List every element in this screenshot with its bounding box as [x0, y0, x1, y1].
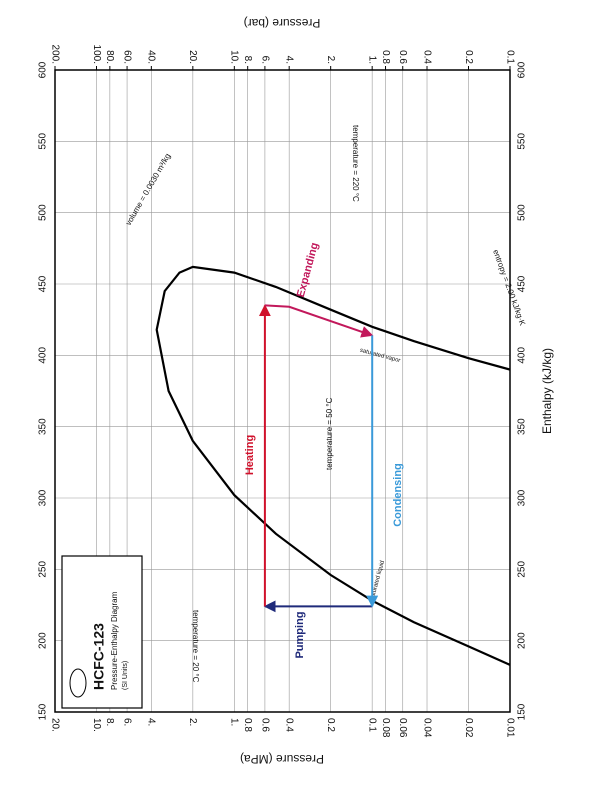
- y2-tick-label: 2.: [325, 56, 336, 64]
- y2-tick-label: 0.6: [397, 50, 408, 64]
- plot-frame: [54, 69, 511, 713]
- y-tick-label: 0.8: [242, 718, 253, 732]
- x-tick-label: 450: [517, 275, 528, 292]
- y2-tick-label: 1.: [367, 56, 378, 64]
- x-tick-label: 400: [38, 347, 49, 364]
- y-tick-label: 4.: [146, 718, 157, 726]
- cycle-label: Expanding: [295, 241, 321, 298]
- y2-tick-label: 20.: [187, 50, 198, 64]
- y2-tick-label: 200.: [49, 45, 60, 64]
- y-tick-label: 1.: [229, 718, 240, 726]
- y2-tick-label: 4.: [284, 56, 295, 64]
- y-axis-title: Pressure (MPa): [240, 752, 324, 766]
- y2-tick-label: 80.: [104, 50, 115, 64]
- x-tick-label: 150: [38, 703, 49, 720]
- isotherm-label: temperature = 220 °C: [351, 125, 360, 202]
- y-tick-label: 0.06: [397, 718, 408, 738]
- y2-tick-label: 0.2: [463, 50, 474, 64]
- title-box: [61, 555, 143, 709]
- y2-tick-label: 60.: [121, 50, 132, 64]
- y2-tick-label: 100.: [91, 45, 102, 64]
- y2-tick-label: 10.: [229, 50, 240, 64]
- volume-label: volume = 0.0030 m³/kg: [124, 152, 173, 227]
- x-tick-label: 450: [38, 275, 49, 292]
- y-tick-label: 0.1: [367, 718, 378, 732]
- x-tick-label: 550: [38, 133, 49, 150]
- x-tick-label: 200: [38, 632, 49, 649]
- x-tick-label: 300: [517, 489, 528, 506]
- saturation-dome: [155, 265, 511, 666]
- y2-tick-label: 0.8: [380, 50, 391, 64]
- sat-vapor-label: saturated vapor: [359, 348, 401, 365]
- x-tick-label: 300: [38, 489, 49, 506]
- x-tick-label: 200: [517, 632, 528, 649]
- x-tick-label: 500: [517, 204, 528, 221]
- y-tick-label: 0.02: [463, 718, 474, 738]
- y-tick-label: 0.6: [259, 718, 270, 732]
- isotherm-label: temperature = 50 °C: [325, 397, 334, 470]
- y-tick-label: 0.04: [421, 718, 432, 738]
- x-tick-label: 550: [517, 133, 528, 150]
- y2-tick-label: 6.: [259, 56, 270, 64]
- y-tick-label: 0.08: [380, 718, 391, 738]
- y2-tick-label: 40.: [146, 50, 157, 64]
- y-tick-label: 0.01: [504, 718, 515, 738]
- y2-tick-label: 0.4: [421, 50, 432, 64]
- y2-axis-title: Pressure (bar): [244, 16, 321, 30]
- y-tick-label: 10.: [91, 718, 102, 732]
- y-tick-label: 20.: [49, 718, 60, 732]
- chart-title: HCFC-123: [91, 623, 107, 690]
- y-tick-label: 0.2: [325, 718, 336, 732]
- y-tick-label: 8.: [104, 718, 115, 726]
- x-tick-label: 250: [517, 561, 528, 578]
- x-tick-label: 400: [517, 347, 528, 364]
- x-tick-label: 600: [517, 61, 528, 78]
- x-tick-label: 350: [517, 418, 528, 435]
- y-tick-label: 2.: [187, 718, 198, 726]
- y-tick-label: 6.: [121, 718, 132, 726]
- cycle-label: Heating: [244, 435, 256, 475]
- cycle-label: Condensing: [392, 463, 404, 527]
- y2-tick-label: 8.: [242, 56, 253, 64]
- logo: [69, 668, 87, 698]
- chart-subtitle: Pressure-Enthalpy Diagram: [110, 591, 119, 690]
- isotherm-label: temperature = 20 °C: [191, 610, 200, 683]
- x-tick-label: 150: [517, 703, 528, 720]
- x-tick-label: 600: [38, 61, 49, 78]
- cycle-label: Pumping: [294, 611, 306, 658]
- x-tick-label: 350: [38, 418, 49, 435]
- x-axis-title: Enthalpy (kJ/kg): [540, 348, 554, 434]
- cycle-line: [264, 304, 374, 338]
- y2-tick-label: 0.1: [504, 50, 515, 64]
- x-tick-label: 250: [38, 561, 49, 578]
- y-tick-label: 0.4: [284, 718, 295, 732]
- x-tick-label: 500: [38, 204, 49, 221]
- units-note: (SI Units): [122, 661, 129, 690]
